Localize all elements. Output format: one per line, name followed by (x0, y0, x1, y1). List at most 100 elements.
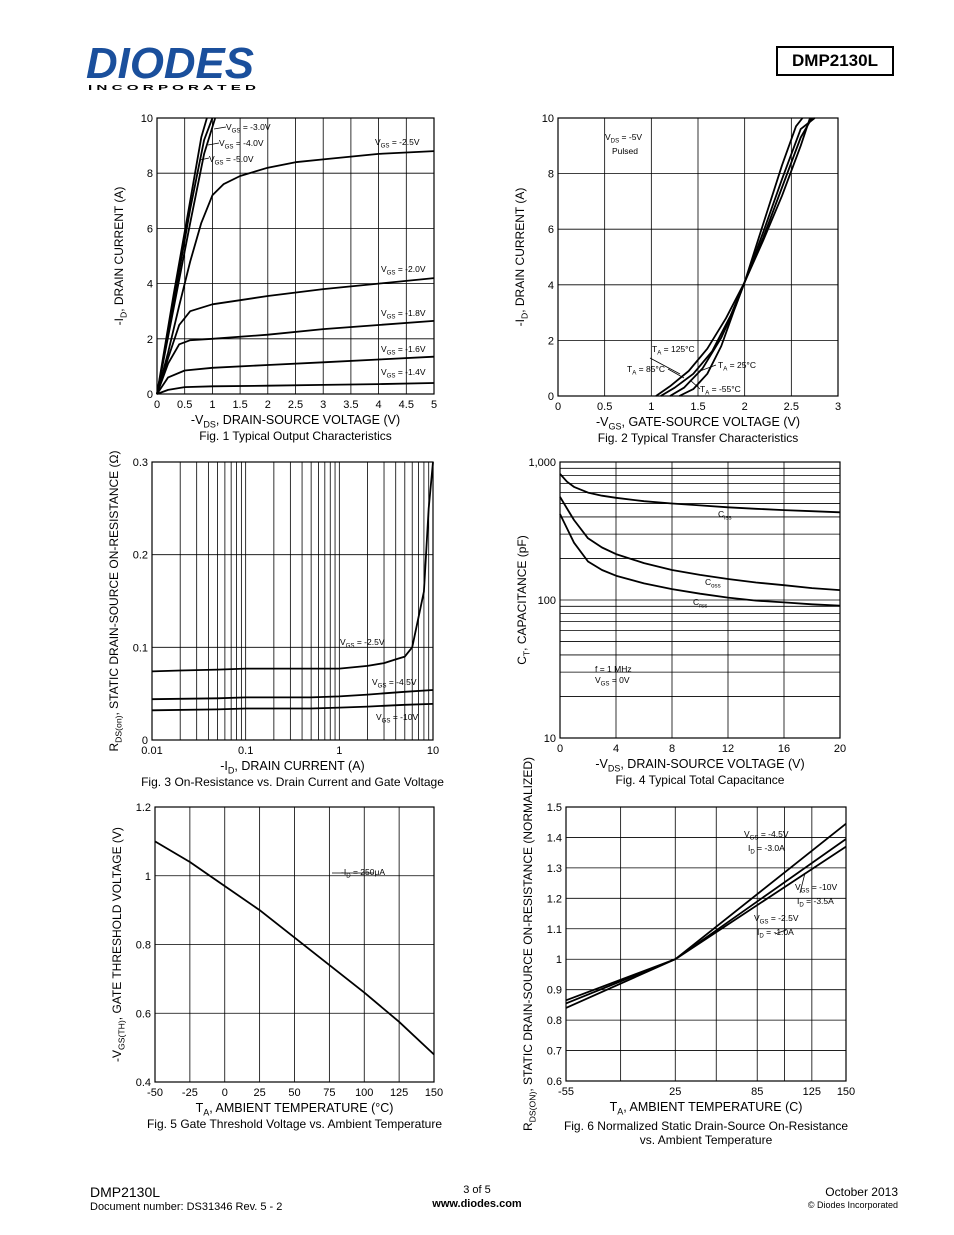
y-tick-label: 0.3 (133, 457, 148, 469)
x-tick-label: 1.5 (690, 401, 705, 413)
plot-frame (154, 806, 435, 1083)
y-tick-label: 0.7 (547, 1046, 562, 1058)
series-line-2 (565, 845, 847, 1002)
y-tick-label: 0.4 (136, 1077, 151, 1089)
series-label: TA = 85°C (627, 364, 665, 376)
y-tick-label: 6 (147, 223, 153, 235)
series-line-0 (655, 117, 811, 397)
y-tick-label: 1 (145, 871, 151, 883)
y-tick-label: 10 (542, 113, 554, 125)
logo-subtitle: I N C O R P O R A T E D (88, 85, 256, 92)
x-tick-label: 3 (835, 401, 841, 413)
series-line-1 (565, 838, 847, 1005)
x-tick-label: 125 (803, 1086, 821, 1098)
y-tick-label: 1 (556, 954, 562, 966)
gridlines (155, 807, 434, 1082)
x-tick-label: 25 (669, 1086, 681, 1098)
series-label: TA = 125°C (652, 344, 695, 356)
x-tick-label: 0 (222, 1087, 228, 1099)
x-tick-label: -55 (558, 1086, 574, 1098)
y-tick-label: 1.1 (547, 924, 562, 936)
y-axis-label: -ID, DRAIN CURRENT (A) (513, 188, 529, 327)
series-label: VGS = -5.0V (209, 154, 254, 166)
x-axis-label: -VDS, DRAIN-SOURCE VOLTAGE (V) (595, 757, 804, 774)
y-axis-label: RDS(ON), STATIC DRAIN-SOURCE ON-RESISTAN… (521, 757, 537, 1131)
x-tick-label: 1 (336, 745, 342, 757)
y-tick-label: 8 (147, 168, 153, 180)
y-tick-label: 1.2 (547, 893, 562, 905)
x-tick-label: 2 (742, 401, 748, 413)
x-tick-label: 3 (320, 399, 326, 411)
y-tick-label: 6 (548, 224, 554, 236)
series-label: TA = 25°C (718, 360, 756, 372)
footer-part: DMP2130L (90, 1184, 161, 1200)
y-tick-label: 0.1 (133, 642, 148, 654)
series-label: VGS = -2.5V (375, 137, 420, 149)
leader-line (213, 126, 227, 130)
y-tick-label: 0.6 (547, 1076, 562, 1088)
plot-frame (156, 117, 435, 395)
y-tick-label: 0.8 (136, 940, 151, 952)
series-label: VGS = -4.5V (372, 677, 417, 689)
footer-page-number: 3 of 5 (463, 1184, 491, 1196)
x-tick-label: 0.1 (238, 745, 253, 757)
y-tick-label: 0.6 (136, 1008, 151, 1020)
y-tick-label: 2 (147, 334, 153, 346)
x-tick-label: 16 (778, 743, 790, 755)
chart-title: Fig. 4 Typical Total Capacitance (616, 773, 785, 787)
series-line-3 (156, 150, 435, 395)
gridlines (558, 118, 838, 396)
x-tick-label: 2.5 (288, 399, 303, 411)
series-line-6 (156, 355, 435, 395)
gridlines (157, 118, 434, 394)
y-axis-label: -ID, DRAIN CURRENT (A) (112, 187, 128, 326)
x-tick-label: 2.5 (784, 401, 799, 413)
series-label: Ciss (718, 509, 732, 521)
series-label: ID = -1.0A (757, 927, 794, 939)
x-tick-label: 100 (355, 1087, 373, 1099)
chart-fig4: 0 4 8 12 16 20 10 100 1,000 -VDS, DRAIN-SOURCE VO… (515, 457, 846, 787)
leader-line (199, 157, 210, 161)
x-tick-label: -25 (182, 1087, 198, 1099)
y-tick-label: 0.2 (133, 550, 148, 562)
gridlines (566, 807, 846, 1081)
plot-frame (559, 461, 841, 739)
series-line-5 (156, 320, 435, 395)
series-line-1 (156, 117, 214, 395)
part-number: DMP2130L (792, 51, 878, 70)
chart-title: Fig. 3 On-Resistance vs. Drain Current a… (141, 775, 444, 789)
series-label: f = 1 MHz (595, 664, 632, 674)
series-label: VGS = -2.5V (754, 913, 799, 925)
series-line-0 (156, 117, 217, 395)
series-label: TA = -55°C (700, 384, 741, 396)
x-axis-label: TA, AMBIENT TEMPERATURE (°C) (196, 1101, 394, 1118)
plot-frame (151, 461, 434, 741)
series-line-1 (151, 689, 434, 701)
series-line-1 (559, 496, 841, 591)
series-line-2 (151, 703, 434, 712)
plot-frame (565, 806, 847, 1082)
footer-document-number: Document number: DS31346 Rev. 5 - 2 (90, 1201, 283, 1213)
x-tick-label: 75 (323, 1087, 335, 1099)
y-axis-label: -VGS(TH), GATE THRESHOLD VOLTAGE (V) (110, 827, 126, 1062)
gridlines (152, 462, 433, 740)
y-tick-label: 1.3 (547, 863, 562, 875)
series-label: VGS = 0V (595, 675, 630, 687)
series-label: VGS = -2.0V (381, 264, 426, 276)
leader-line (774, 929, 787, 935)
y-tick-label: 1,000 (528, 457, 556, 469)
series-line-2 (156, 117, 208, 395)
diodes-logo: DIODES I N C O R P O R A T E D (86, 44, 256, 92)
series-label: VGS = -1.8V (381, 308, 426, 320)
y-tick-label: 1.5 (547, 802, 562, 814)
x-tick-label: 150 (837, 1086, 855, 1098)
y-tick-label: 0.9 (547, 985, 562, 997)
x-tick-label: 1 (648, 401, 654, 413)
series-line-4 (156, 277, 435, 395)
y-tick-label: 2 (548, 335, 554, 347)
series-line-0 (151, 461, 434, 673)
x-tick-label: 3.5 (343, 399, 358, 411)
leader-line (207, 142, 220, 146)
footer-url[interactable]: www.diodes.com (432, 1198, 522, 1210)
